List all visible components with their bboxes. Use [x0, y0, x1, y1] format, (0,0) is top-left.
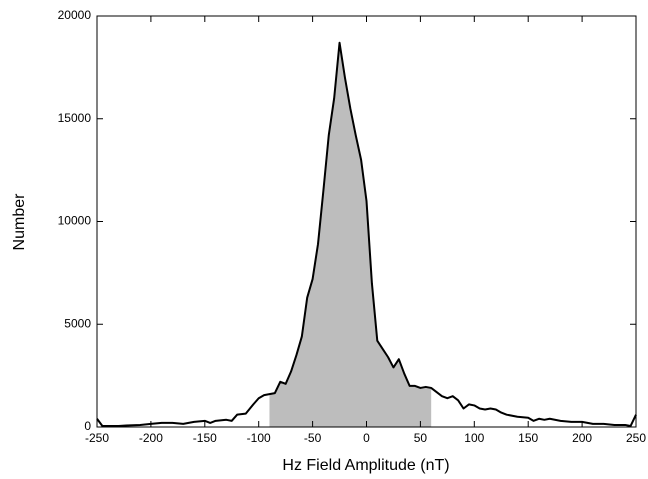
x-tick-label: -150 — [193, 431, 217, 445]
x-tick-label: 150 — [518, 431, 538, 445]
y-tick-label: 5000 — [64, 316, 91, 330]
x-tick-label: -200 — [139, 431, 163, 445]
x-tick-label: 0 — [363, 431, 370, 445]
shaded-area — [269, 42, 432, 428]
y-tick-label: 15000 — [58, 111, 92, 125]
x-tick-label: 50 — [414, 431, 428, 445]
x-axis-title: Hz Field Amplitude (nT) — [282, 457, 449, 474]
x-tick-label: 100 — [464, 431, 484, 445]
y-axis-title: Number — [11, 193, 28, 251]
x-tick-label: 200 — [572, 431, 592, 445]
x-tick-label: -100 — [247, 431, 271, 445]
data-line — [96, 41, 637, 427]
y-tick-label: 0 — [84, 419, 91, 433]
x-tick-label: 250 — [626, 431, 646, 445]
y-tick-label: 10000 — [58, 214, 92, 228]
x-tick-label: -50 — [304, 431, 322, 445]
x-tick-label: -250 — [85, 431, 109, 445]
y-tick-label: 20000 — [58, 8, 92, 22]
